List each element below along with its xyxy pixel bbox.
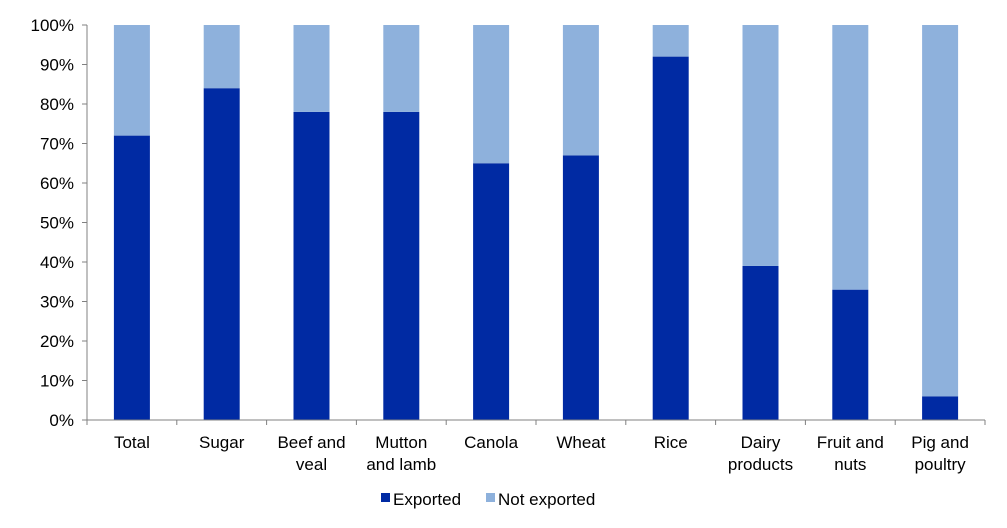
- legend-swatch-exported: [381, 493, 390, 502]
- x-axis: Total Sugar Beef and veal Mutton and lamb Cano…: [86, 419, 986, 474]
- legend-label: Exported: [393, 490, 461, 509]
- bar-not-exported-1: [203, 25, 240, 89]
- x-category-label-line: Fruit and: [817, 433, 884, 452]
- x-category-label-line: Total: [114, 433, 150, 452]
- x-category-label-line: Canola: [464, 433, 518, 452]
- legend-label: Not exported: [498, 490, 595, 509]
- y-tick-label: 40%: [40, 253, 74, 272]
- x-category-label-line: Pig and: [911, 433, 969, 452]
- x-category-label: Total: [114, 433, 150, 452]
- legend-swatch-not-exported: [486, 493, 495, 502]
- x-category-label-line: products: [728, 455, 793, 474]
- bar-exported-9: [922, 396, 959, 420]
- bar-not-exported-2: [293, 25, 330, 112]
- x-category-label-line: Dairy: [741, 433, 781, 452]
- y-tick-label: 90%: [40, 56, 74, 75]
- bar-exported-7: [742, 265, 779, 420]
- x-category-label: Dairy products: [728, 433, 793, 474]
- bar-not-exported-6: [652, 25, 689, 57]
- bar-exported-2: [293, 111, 330, 421]
- bar-exported-0: [113, 135, 150, 420]
- x-category-label-line: veal: [296, 455, 327, 474]
- bar-exported-1: [203, 88, 240, 420]
- bar-not-exported-9: [922, 25, 959, 397]
- x-category-label-line: Sugar: [199, 433, 245, 452]
- bar-exported-6: [652, 56, 689, 420]
- bars: [113, 25, 959, 421]
- x-category-label-line: Beef and: [277, 433, 345, 452]
- bar-exported-3: [383, 111, 420, 421]
- bar-not-exported-5: [562, 25, 599, 156]
- x-category-label: Beef and veal: [277, 433, 345, 474]
- x-category-label-line: and lamb: [366, 455, 436, 474]
- x-category-label-line: poultry: [915, 455, 967, 474]
- y-tick-label: 10%: [40, 372, 74, 391]
- x-category-label: Sugar: [199, 433, 245, 452]
- y-tick-label: 60%: [40, 174, 74, 193]
- bar-not-exported-4: [473, 25, 510, 164]
- y-tick-label: 20%: [40, 332, 74, 351]
- y-tick-label: 80%: [40, 95, 74, 114]
- x-category-label: Pig and poultry: [911, 433, 969, 474]
- y-axis: 0% 10% 20% 30% 40% 50% 60% 70% 80% 90% 100%: [31, 16, 88, 430]
- bar-exported-8: [832, 289, 869, 420]
- x-category-label-line: Rice: [654, 433, 688, 452]
- bar-not-exported-0: [113, 25, 150, 136]
- y-tick-label: 50%: [40, 214, 74, 233]
- y-tick-label: 70%: [40, 135, 74, 154]
- x-category-label-line: nuts: [834, 455, 866, 474]
- x-category-label: Fruit and nuts: [817, 433, 884, 474]
- y-tick-label: 30%: [40, 293, 74, 312]
- bar-not-exported-7: [742, 25, 779, 266]
- x-category-label: Canola: [464, 433, 518, 452]
- bar-exported-4: [473, 163, 510, 420]
- bar-not-exported-8: [832, 25, 869, 290]
- x-category-label-line: Mutton: [375, 433, 427, 452]
- y-tick-label: 100%: [31, 16, 74, 35]
- x-category-label: Mutton and lamb: [366, 433, 436, 474]
- bar-exported-5: [562, 155, 599, 420]
- x-category-label-line: Wheat: [556, 433, 605, 452]
- bar-not-exported-3: [383, 25, 420, 112]
- y-tick-label: 0%: [49, 411, 74, 430]
- legend: Exported Not exported: [381, 490, 595, 509]
- x-category-label: Rice: [654, 433, 688, 452]
- x-category-label: Wheat: [556, 433, 605, 452]
